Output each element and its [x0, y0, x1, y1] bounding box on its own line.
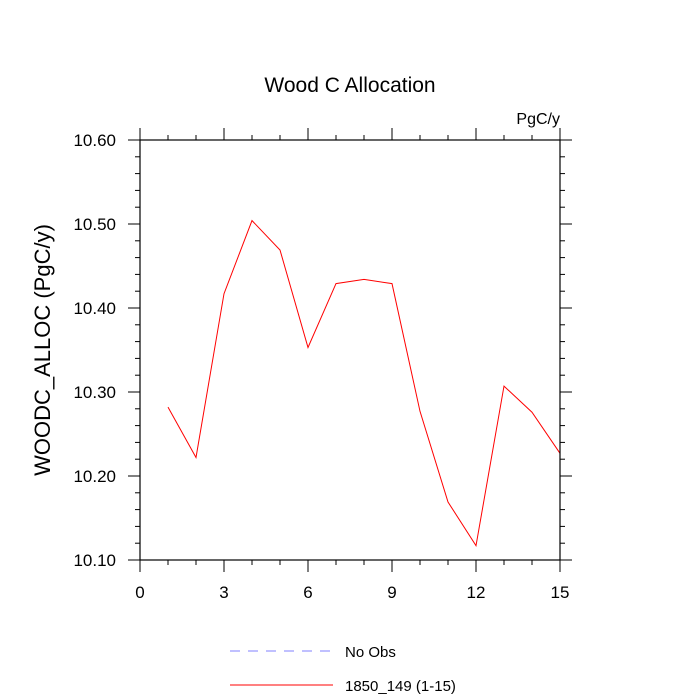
y-tick-label: 10.40 [73, 299, 116, 318]
chart-title: Wood C Allocation [264, 74, 435, 97]
y-tick-label: 10.50 [73, 215, 116, 234]
x-tick-label: 0 [135, 583, 144, 602]
major-ticks [128, 128, 572, 572]
units-label: PgC/y [516, 111, 560, 128]
x-tick-label: 15 [551, 583, 570, 602]
legend-label: No Obs [345, 644, 396, 661]
x-tick-label: 6 [303, 583, 312, 602]
y-tick-label: 10.60 [73, 131, 116, 150]
minor-ticks [135, 135, 565, 565]
x-tick-label: 12 [467, 583, 486, 602]
legend-label: 1850_149 (1-15) [345, 678, 456, 695]
y-axis-label: WOODC_ALLOC (PgC/y) [30, 224, 55, 476]
plot-frame [139, 139, 561, 561]
y-tick-label: 10.20 [73, 467, 116, 486]
x-tick-label: 3 [219, 583, 228, 602]
tick-labels: 0 3 6 9 12 15 10.10 10.20 10.30 10.40 10.50 10.60 [73, 131, 569, 602]
x-tick-label: 9 [387, 583, 396, 602]
series-line [167, 219, 561, 548]
legend: No Obs 1850_149 (1-15) [230, 644, 456, 695]
y-tick-label: 10.30 [73, 383, 116, 402]
series-lines [167, 219, 561, 548]
y-tick-label: 10.10 [73, 551, 116, 570]
